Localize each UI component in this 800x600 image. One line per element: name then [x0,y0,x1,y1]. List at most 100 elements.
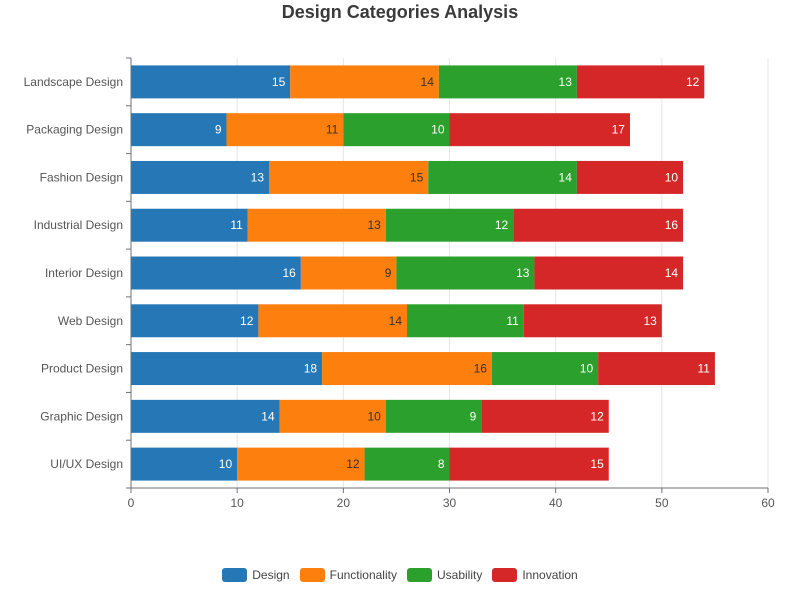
bar-segment [481,399,609,433]
x-tick-label: 30 [443,496,457,510]
bar-value-label: 9 [470,409,477,423]
bar-segment [449,113,630,147]
bar-value-label: 10 [219,457,233,471]
bar-value-label: 14 [421,75,435,89]
bar-segment [598,352,715,386]
legend-label: Functionality [329,568,397,582]
legend-item[interactable]: Innovation [492,568,578,582]
legend-label: Usability [436,568,483,582]
bar-segment [131,113,227,147]
bar-segment [385,399,482,433]
bar-segment [258,304,408,338]
bar-value-label: 15 [590,457,604,471]
bar-value-label: 15 [410,170,424,184]
x-tick-label: 60 [761,496,775,510]
bar-value-label: 14 [261,409,275,423]
y-category-label: UI/UX Design [50,457,123,471]
bar-value-label: 10 [665,170,679,184]
x-tick-label: 40 [549,496,563,510]
legend-item[interactable]: Usability [406,568,483,582]
x-tick-label: 0 [128,496,135,510]
y-category-label: Interior Design [45,266,123,280]
bar-value-label: 12 [495,218,509,232]
bar-value-label: 10 [367,409,381,423]
legend-label: Design [252,568,290,582]
legend-swatch [222,568,248,582]
legend-swatch [299,568,325,582]
bar-value-label: 15 [272,75,286,89]
bar-value-label: 11 [230,218,243,232]
bar-value-label: 14 [665,266,679,280]
bar-value-label: 12 [346,457,360,471]
x-tick-label: 50 [655,496,669,510]
bar-segment [576,65,705,99]
bar-value-label: 17 [612,123,626,137]
bar-value-label: 8 [438,457,445,471]
legend-item[interactable]: Design [222,568,290,582]
bar-value-label: 11 [697,362,710,376]
bar-value-label: 13 [643,314,657,328]
bar-segment [322,352,492,386]
bar-segment [396,256,535,290]
bars: 15 14 13 12 9 11 10 17 13 15 14 10 11 13 12 16 16 9 13 14 12… [131,65,715,481]
bar-segment [131,447,238,481]
bar-value-label: 13 [251,170,265,184]
bar-value-label: 9 [215,123,222,137]
x-tick-label: 10 [230,496,244,510]
bar-segment [491,352,599,386]
y-category-label: Landscape Design [24,75,123,89]
y-category-label: Packaging Design [26,123,123,137]
bar-value-label: 12 [240,314,254,328]
bar-segment [523,304,662,338]
bar-value-label: 12 [686,75,700,89]
bar-segment [385,208,514,242]
bar-segment [300,256,397,290]
bar-value-label: 11 [326,123,339,137]
bar-value-label: 13 [367,218,381,232]
bar-segment [131,160,270,194]
bar-segment [131,65,291,99]
bar-segment [279,399,386,433]
y-category-label: Product Design [41,362,123,376]
bar-value-label: 14 [559,170,573,184]
bar-value-label: 13 [516,266,530,280]
x-tick-label: 20 [337,496,351,510]
y-category-label: Fashion Design [40,170,123,184]
bar-value-label: 18 [304,362,318,376]
axes: 0 10 20 30 40 50 60 Landscape Design Packaging D… [24,57,775,510]
bar-segment [407,304,524,338]
bar-value-label: 14 [389,314,403,328]
bar-segment [226,113,344,147]
y-category-label: Industrial Design [34,218,123,232]
bar-segment [290,65,439,99]
bar-value-label: 10 [580,362,594,376]
bar-value-label: 12 [590,409,604,423]
legend-item[interactable]: Functionality [299,568,397,582]
bar-value-label: 16 [283,266,297,280]
bar-value-label: 13 [559,75,573,89]
bar-segment [131,352,323,386]
bar-segment [576,160,684,194]
bar-value-label: 11 [506,314,519,328]
bar-segment [131,399,280,433]
bar-value-label: 16 [474,362,488,376]
bar-value-label: 16 [665,218,679,232]
bar-segment [131,256,301,290]
legend: Design Functionality Usability Innovation [0,568,800,582]
legend-label: Innovation [522,568,578,582]
bar-segment [428,160,577,194]
bar-segment [343,113,450,147]
y-category-label: Graphic Design [40,409,123,423]
bar-segment [513,208,684,242]
bar-segment [438,65,577,99]
legend-swatch [406,568,432,582]
bar-segment [131,304,259,338]
chart-title: Design Categories Analysis [281,2,519,22]
bar-segment [449,447,609,481]
bar-segment [237,447,365,481]
bar-value-label: 10 [431,123,445,137]
bar-segment [269,160,429,194]
bar-segment [131,208,248,242]
bar-segment [534,256,684,290]
